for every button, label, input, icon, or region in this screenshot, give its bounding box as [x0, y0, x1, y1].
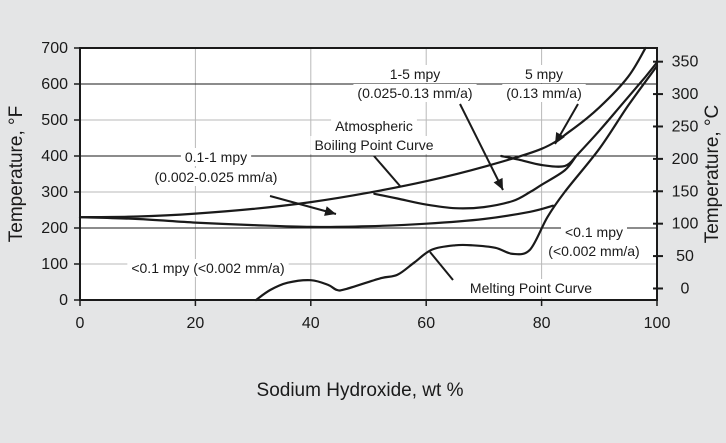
annotation-5-mpy: 5 mpy — [525, 66, 563, 82]
annotation-bg — [520, 65, 568, 83]
y-tick-label-left: 100 — [41, 256, 68, 273]
axis-labels: Sodium Hydroxide, wt % Temperature, °F T… — [6, 105, 723, 401]
annotation-boiling-point-curve: Boiling Point Curve — [314, 137, 433, 153]
annotation-bg — [353, 84, 477, 102]
series-line-1 — [78, 204, 555, 229]
annotation-lt-0-1-mpy-left: <0.1 mpy (<0.002 mm/a) — [131, 260, 284, 276]
y-axis-label-left: Temperature, °F — [6, 106, 27, 242]
annotation-0-1-1-mpy-sub: (0.002-0.025 mm/a) — [155, 169, 278, 185]
annotation-lt-0-1-mpy-right-sub: (<0.002 mm/a) — [548, 243, 639, 259]
annotation-1-5-mpy: 1-5 mpy — [390, 66, 441, 82]
annotation-atmospheric: Atmospheric — [335, 118, 413, 134]
annotation-bg — [544, 242, 644, 260]
annotation-bg — [385, 65, 445, 83]
y-tick-label-left: 500 — [41, 112, 68, 129]
arrow-1-5-mpy — [459, 103, 504, 191]
x-tick-label: 100 — [644, 315, 671, 332]
annotation-bg — [561, 223, 627, 241]
x-tick-label: 80 — [533, 315, 551, 332]
y-tick-label-right: 100 — [672, 216, 699, 233]
annotation-5-mpy-sub: (0.13 mm/a) — [506, 85, 581, 101]
y-tick-label-left: 200 — [41, 220, 68, 237]
series-line-4 — [254, 64, 659, 302]
pointer-melting-point-curve — [429, 251, 454, 281]
series-line-0 — [78, 46, 647, 219]
annotation-arrows — [269, 103, 579, 281]
annotation-1-5-mpy-sub: (0.025-0.13 mm/a) — [357, 85, 472, 101]
annotations: 0.1-1 mpy (0.002-0.025 mm/a) Atmospheric… — [131, 66, 639, 296]
y-axis-label-right: Temperature, °C — [702, 105, 723, 244]
annotation-bg — [465, 279, 597, 297]
arrow-5-mpy-head — [555, 131, 565, 144]
x-tick-label: 40 — [302, 315, 320, 332]
x-tick-label: 0 — [76, 315, 85, 332]
annotation-bg — [331, 117, 417, 135]
arrow-0-1-1-mpy-head — [324, 206, 336, 216]
axis-ticks: 0 20 40 60 80 100 0 100 200 300 400 500 600 700 0 50 100… — [41, 40, 698, 332]
pointer-boiling-point-curve — [373, 155, 401, 187]
series-line-2 — [373, 154, 578, 210]
y-tick-label-left: 300 — [41, 184, 68, 201]
y-tick-label-left: 700 — [41, 40, 68, 57]
annotation-bg — [180, 148, 252, 166]
arrow-1-5-mpy-head — [493, 177, 503, 190]
annotation-lt-0-1-mpy-right: <0.1 mpy — [565, 224, 623, 240]
annotation-melting-point-curve: Melting Point Curve — [470, 280, 592, 296]
x-tick-label: 60 — [417, 315, 435, 332]
y-tick-label-right: 350 — [672, 54, 699, 71]
y-tick-label-right: 0 — [681, 280, 690, 297]
x-tick-label: 20 — [187, 315, 205, 332]
y-tick-label-right: 50 — [676, 248, 694, 265]
annotation-bg — [502, 84, 586, 102]
series-line-3 — [500, 154, 578, 168]
annotation-bg — [127, 259, 289, 277]
series-line-5 — [575, 61, 659, 158]
y-tick-label-right: 250 — [672, 118, 699, 135]
y-tick-label-left: 0 — [59, 292, 68, 309]
curves — [78, 46, 659, 302]
y-tick-label-right: 200 — [672, 151, 699, 168]
annotation-backgrounds — [127, 65, 644, 297]
y-tick-label-right: 300 — [672, 86, 699, 103]
annotation-bg — [310, 136, 438, 154]
x-axis-label: Sodium Hydroxide, wt % — [257, 380, 464, 401]
annotation-0-1-1-mpy: 0.1-1 mpy — [185, 149, 247, 165]
y-tick-label-left: 600 — [41, 76, 68, 93]
annotation-bg — [150, 168, 282, 186]
arrow-0-1-1-mpy — [269, 195, 337, 215]
plot-frame — [79, 47, 658, 301]
y-tick-label-left: 400 — [41, 148, 68, 165]
y-tick-label-right: 150 — [672, 183, 699, 200]
